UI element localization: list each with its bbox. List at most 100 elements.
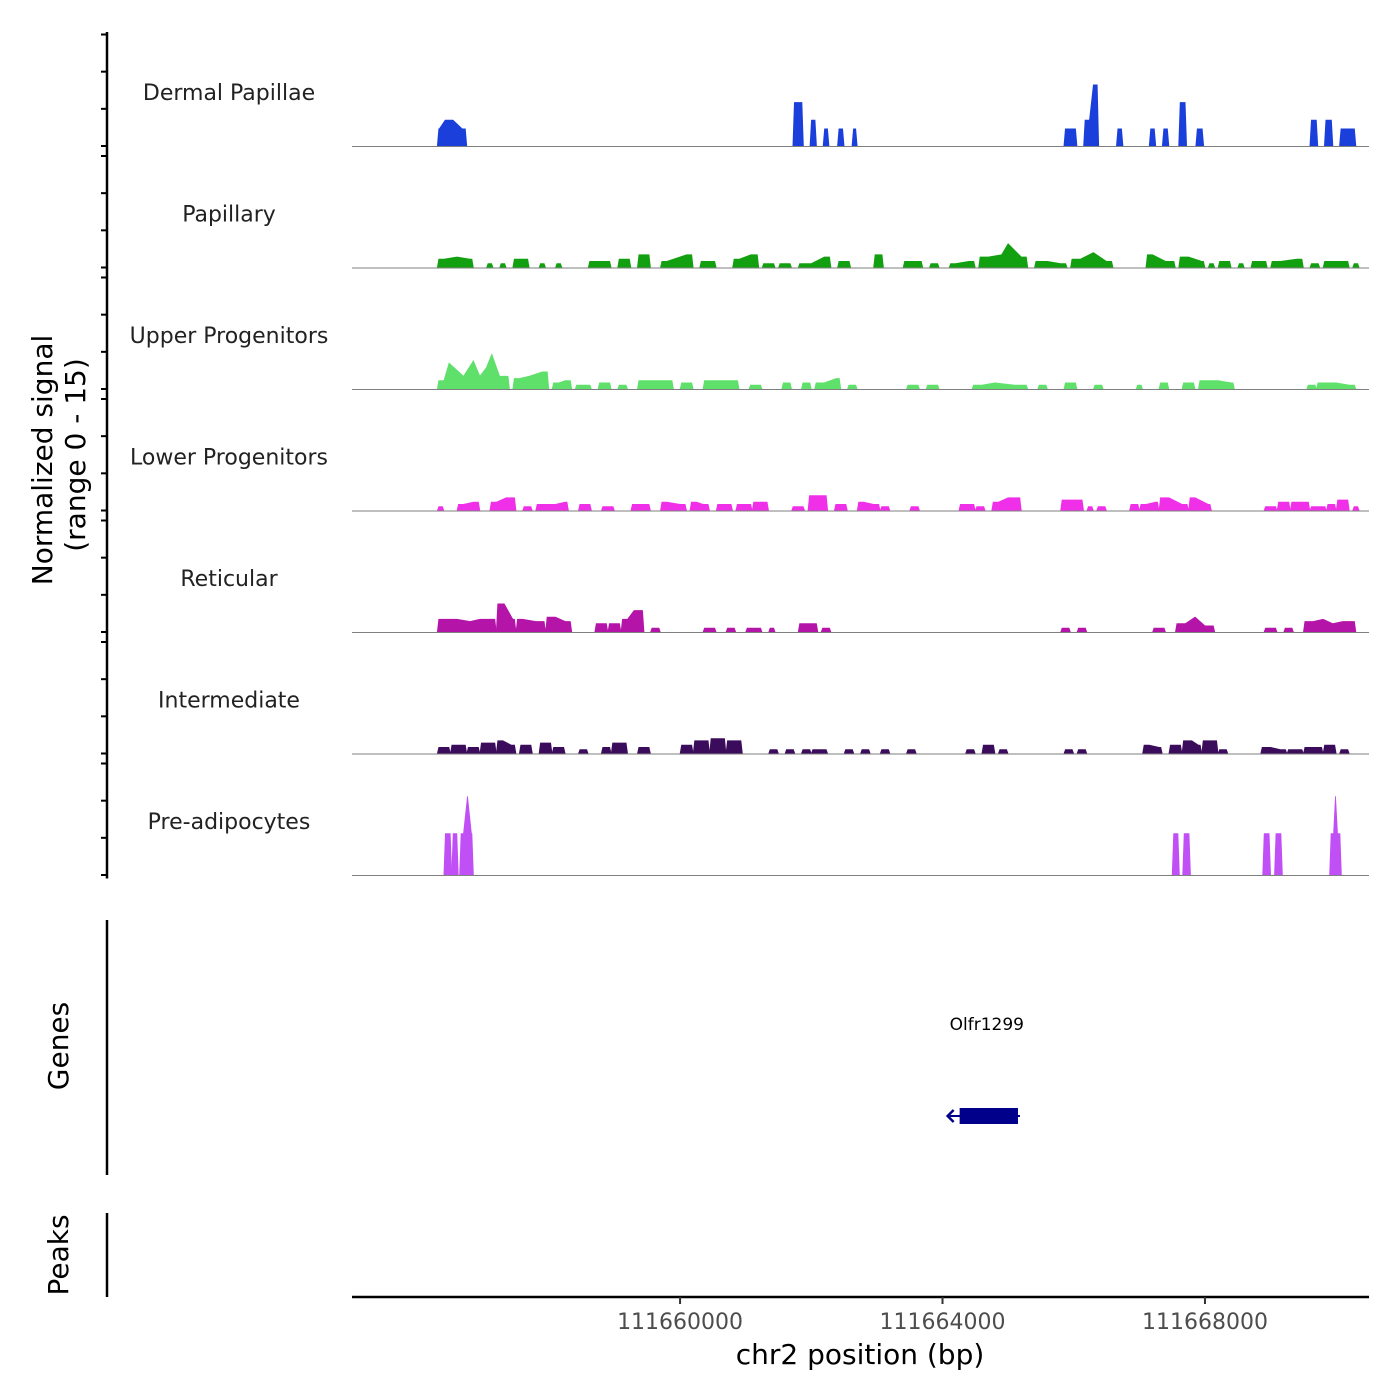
signal-peak: [1260, 747, 1288, 755]
signal-peak: [971, 382, 1029, 390]
signal-peak: [781, 382, 793, 390]
signal-peak: [436, 618, 497, 633]
signal-peak: [649, 627, 661, 633]
signal-peak: [709, 738, 727, 755]
signal-peak: [574, 384, 593, 390]
x-axis-ticks: 111660000 111664000 111668000: [617, 1297, 1268, 1335]
signal-peak: [1263, 627, 1278, 633]
signal-peak: [659, 254, 694, 269]
signal-peak: [679, 382, 694, 390]
signal-peak: [732, 254, 760, 269]
signal-peak: [905, 384, 921, 390]
signal-peak: [702, 380, 740, 390]
x-tick-label: 111668000: [1142, 1310, 1268, 1335]
signal-peak: [1262, 833, 1272, 876]
signal-peak: [807, 495, 829, 512]
signal-peak: [636, 747, 652, 755]
signal-peak: [1289, 501, 1311, 512]
signal-peak: [1115, 128, 1124, 147]
signal-peak: [466, 747, 481, 755]
signal-peak: [1158, 382, 1170, 390]
signal-peak: [791, 506, 806, 512]
signal-peak: [846, 384, 858, 390]
signal-peak: [600, 747, 612, 755]
signal-peak: [600, 506, 616, 512]
signal-peak: [443, 833, 453, 876]
signal-peak: [1309, 506, 1327, 512]
signal-peak: [1201, 740, 1219, 755]
signal-peak: [456, 501, 481, 512]
track-label: Lower Progenitors: [130, 446, 328, 471]
signal-peak: [1063, 382, 1078, 390]
signal-peak: [792, 102, 804, 147]
signal-peak: [636, 380, 674, 390]
signal-peak: [436, 353, 510, 390]
signal-peak: [1161, 128, 1170, 147]
signal-peak: [1286, 749, 1304, 755]
signal-peak: [964, 749, 976, 755]
signal-peak: [725, 627, 737, 633]
signal-peak: [1338, 749, 1350, 755]
signal-peak: [814, 378, 842, 390]
gene-annotations: Olfr1299: [945, 1015, 1024, 1124]
signal-peak: [1325, 504, 1337, 512]
signal-peak: [1250, 261, 1268, 269]
signal-peak: [1076, 749, 1088, 755]
signal-peak: [1086, 506, 1094, 512]
signal-peak: [545, 616, 573, 633]
track-label: Upper Progenitors: [130, 324, 329, 349]
signal-peak: [810, 749, 829, 755]
signal-peak: [958, 504, 976, 512]
signal-peak: [594, 623, 609, 633]
signal-peak: [587, 261, 612, 269]
signal-peak: [997, 749, 1009, 755]
signal-peak: [974, 506, 986, 512]
signal-peak: [879, 749, 891, 755]
signal-peak: [837, 128, 845, 147]
signal-peak: [978, 243, 1029, 269]
signal-peak: [449, 744, 468, 755]
signal-peak: [459, 796, 474, 876]
track-dermal-papillae: Dermal Papillae: [143, 81, 1369, 147]
signal-peak: [1128, 504, 1140, 512]
signal-peak: [554, 263, 563, 269]
signal-peak: [761, 263, 776, 269]
signal-peak: [617, 384, 629, 390]
signal-peak: [1283, 627, 1295, 633]
signal-peak: [1352, 263, 1360, 269]
signal-peak: [836, 261, 852, 269]
signal-peak: [512, 258, 530, 269]
signal-peak: [702, 627, 717, 633]
signal-peak: [699, 261, 717, 269]
signal-peak: [1178, 256, 1206, 269]
signal-peak: [1168, 744, 1183, 755]
signal-peak: [1270, 258, 1304, 269]
signal-peak: [1274, 833, 1283, 876]
signal-peak: [522, 506, 533, 512]
signal-peak: [607, 623, 622, 633]
signal-peak: [1329, 796, 1342, 876]
signal-peak: [436, 119, 468, 147]
signal-peak: [551, 747, 566, 755]
signal-peak: [1181, 382, 1196, 390]
signal-peak: [551, 380, 573, 390]
signal-peak: [495, 740, 517, 755]
signal-y-axis: [101, 32, 109, 879]
signal-peak: [1322, 261, 1350, 269]
signal-peak: [692, 740, 711, 755]
track-label: Pre-adipocytes: [148, 810, 311, 835]
x-tick-label: 111664000: [880, 1310, 1006, 1335]
signal-peak: [1188, 497, 1213, 512]
signal-peak: [1237, 263, 1245, 269]
signal-peak: [809, 119, 817, 147]
signal-peak: [499, 263, 507, 269]
signal-peak: [928, 263, 940, 269]
signal-peak: [1060, 499, 1085, 512]
signal-peak: [1063, 749, 1075, 755]
signal-peak: [981, 744, 996, 755]
signal-peak: [489, 497, 517, 512]
signal-peak: [1182, 833, 1191, 876]
signal-peak: [1138, 501, 1160, 512]
signal-peak: [610, 742, 629, 755]
signal-peak: [1178, 102, 1188, 147]
